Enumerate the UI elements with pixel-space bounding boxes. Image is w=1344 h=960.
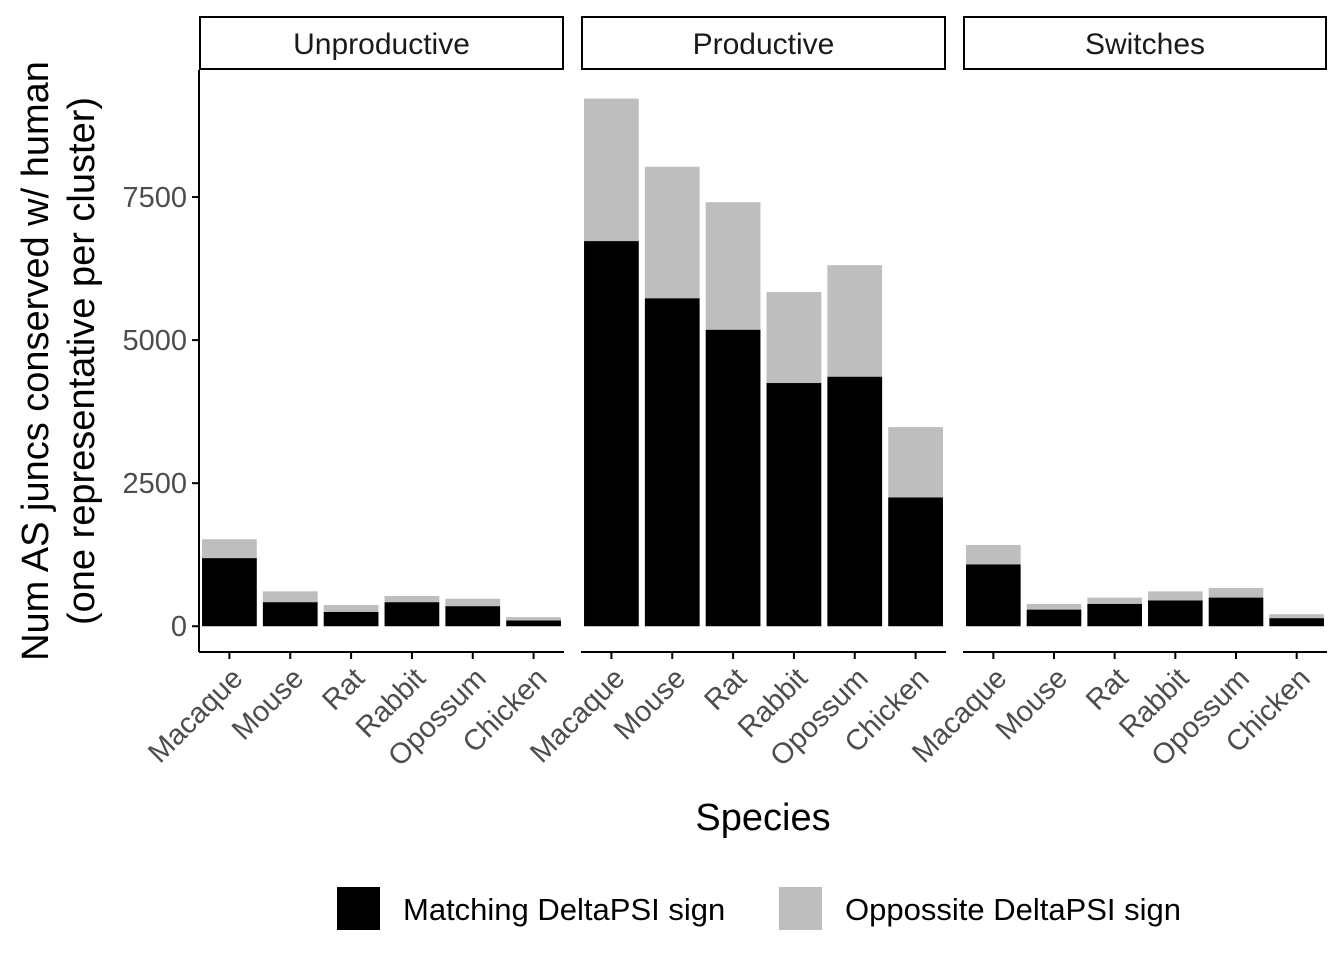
bar-matching-sign — [827, 376, 883, 627]
y-tick-label: 0 — [171, 611, 187, 643]
facet-strip-label: Unproductive — [293, 28, 470, 61]
legend-label: Matching DeltaPSI sign — [403, 892, 725, 927]
bar-opposite-sign — [766, 292, 822, 384]
legend-key — [779, 887, 822, 930]
bar-matching-sign — [262, 602, 318, 627]
bar-opposite-sign — [827, 265, 883, 377]
bar-opposite-sign — [1026, 603, 1082, 610]
legend: Matching DeltaPSI sign Oppossite DeltaPSI… — [337, 887, 1181, 930]
bar-opposite-sign — [584, 98, 639, 242]
bar-matching-sign — [1148, 600, 1203, 627]
bar-opposite-sign — [1148, 591, 1203, 601]
y-axis: 0 2500 5000 7500 — [122, 70, 200, 652]
bar-opposite-sign — [384, 595, 440, 603]
bar-opposite-sign — [1087, 597, 1142, 604]
facet-strip-label: Switches — [1085, 28, 1205, 61]
bar-matching-sign — [584, 241, 639, 627]
bar-matching-sign — [1269, 618, 1324, 627]
bar-matching-sign — [506, 620, 561, 627]
bar-matching-sign — [705, 329, 761, 627]
facet-strip — [963, 16, 1327, 70]
bar-matching-sign — [888, 497, 943, 627]
legend-label: Oppossite DeltaPSI sign — [845, 892, 1181, 927]
bar-matching-sign — [202, 558, 257, 627]
bar-matching-sign — [384, 602, 440, 627]
y-axis-title: Num AS juncs conserved w/ human (one repr… — [15, 61, 103, 661]
bar-matching-sign — [323, 611, 379, 627]
facet-strip-label: Productive — [693, 28, 835, 61]
facet-strip — [199, 16, 564, 70]
y-tick-label: 2500 — [122, 468, 187, 500]
bar-opposite-sign — [966, 544, 1021, 565]
bar-opposite-sign — [445, 598, 501, 607]
y-tick-label: 7500 — [122, 182, 187, 214]
bar-matching-sign — [1087, 603, 1142, 627]
bar-opposite-sign — [644, 166, 700, 299]
bar-matching-sign — [1208, 597, 1264, 627]
x-axis-title: Species — [695, 797, 830, 839]
bar-opposite-sign — [1269, 614, 1324, 619]
y-axis-title-line-2: (one representative per cluster) — [61, 97, 103, 625]
y-tick-label: 5000 — [122, 325, 187, 357]
bar-matching-sign — [966, 564, 1021, 627]
bar-opposite-sign — [888, 427, 943, 498]
y-axis-title-line-1: Num AS juncs conserved w/ human — [15, 61, 57, 661]
bar-matching-sign — [445, 606, 501, 627]
bar-opposite-sign — [323, 605, 379, 612]
bar-matching-sign — [766, 383, 822, 627]
bar-opposite-sign — [202, 539, 257, 559]
bar-opposite-sign — [1208, 587, 1264, 598]
bar-matching-sign — [1026, 609, 1082, 627]
bar-opposite-sign — [705, 202, 761, 330]
legend-key — [337, 887, 380, 930]
facet-strip — [581, 16, 946, 70]
bar-opposite-sign — [262, 591, 318, 603]
bar-matching-sign — [644, 298, 700, 627]
bar-opposite-sign — [506, 617, 561, 621]
